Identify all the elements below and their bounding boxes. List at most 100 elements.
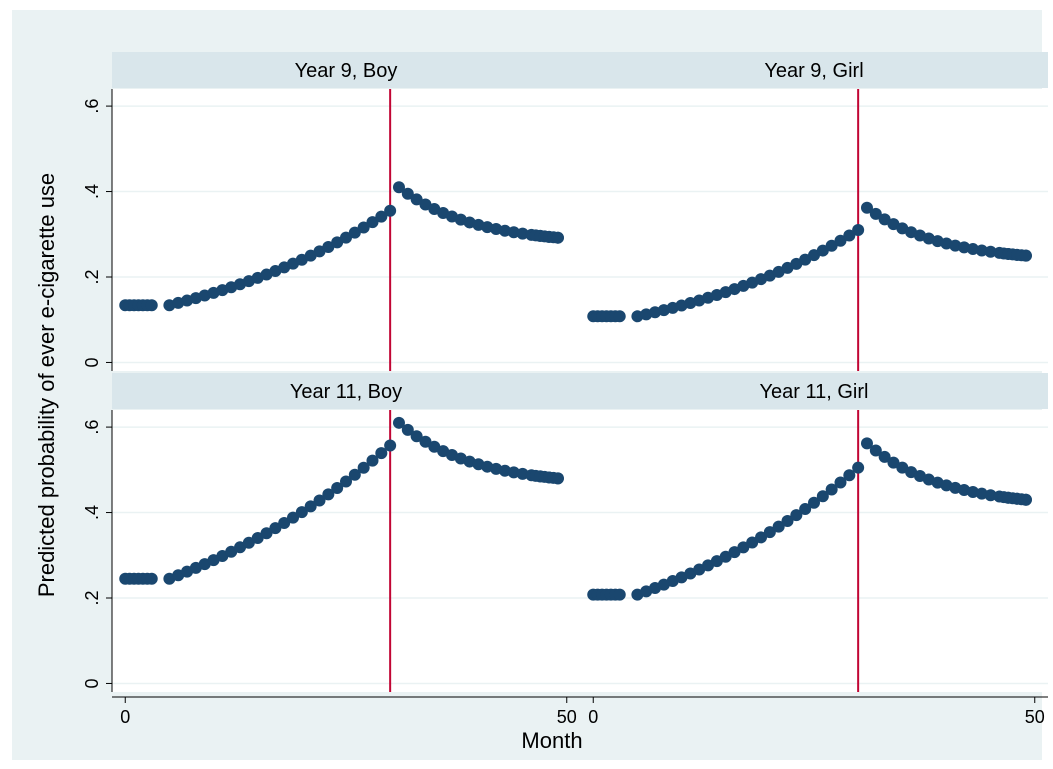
x-tick-label: 50 [557,707,577,727]
data-point [375,210,388,223]
panel-2: Year 9, Girl [580,52,1048,371]
data-point [710,555,723,568]
data-point [843,229,856,242]
data-point [551,231,564,244]
panel-title: Year 11, Girl [760,381,869,403]
panel-title: Year 11, Boy [290,381,402,403]
data-point [322,240,335,253]
data-point [304,500,317,513]
data-point [808,496,820,509]
data-point [340,475,352,488]
data-point [410,193,423,206]
data-point [852,461,865,474]
y-tick-label: .6 [82,99,102,114]
panel-title: Year 9, Boy [295,60,398,82]
data-point [551,472,564,485]
data-point [746,536,759,549]
x-tick-label: 0 [120,707,130,727]
y-axis-label: Predicted probability of ever e-cigarett… [34,173,59,597]
data-point [984,245,997,258]
data-point [878,450,891,463]
data-point [251,532,264,545]
data-point [728,546,741,559]
data-point [313,494,326,507]
data-point [348,226,361,239]
data-point [755,531,768,544]
data-point [401,423,414,436]
y-tick-label: 0 [82,678,102,688]
data-point [852,224,865,236]
data-point [887,456,900,469]
plot-area [112,410,580,692]
data-point [763,526,776,539]
data-point [366,216,379,229]
x-tick-label: 0 [588,707,598,727]
y-tick-label: 0 [82,357,102,367]
data-point [781,515,794,528]
panel-4: Year 11, Girl 0 50 [580,373,1048,727]
data-point [234,541,247,554]
data-point [984,489,997,502]
data-point [331,236,344,249]
data-point [896,461,909,474]
x-axis-label: Month [521,728,582,753]
panel-strip [112,52,580,88]
data-point [719,550,732,563]
data-point [816,490,829,503]
data-point [825,239,838,252]
data-point [498,224,511,237]
data-point [384,439,397,452]
data-point [366,454,379,467]
data-point [516,467,529,480]
data-point [799,253,812,266]
data-point [808,249,820,262]
data-point [1019,249,1032,262]
data-point [260,527,273,540]
panel-strip [112,373,580,409]
y-tick-label: .4 [82,184,102,199]
data-point [869,444,882,457]
data-point [1019,493,1032,506]
plot-area [580,89,1048,371]
data-point [878,213,891,226]
data-point [816,244,829,257]
data-point [799,503,812,516]
data-point [975,487,988,500]
data-point [392,181,405,194]
data-point [357,221,370,234]
data-point [401,187,414,200]
y-tick-label: .2 [82,590,102,605]
data-point [322,488,335,501]
panel-title: Year 9, Girl [764,60,863,82]
data-point [516,227,529,240]
data-point [419,435,432,448]
data-point [825,483,838,496]
data-point [331,482,344,495]
data-point [860,201,873,214]
data-point [145,572,158,585]
data-point [340,231,352,244]
panel-1: Year 9, Boy 0 .2 .4 .6 [82,52,580,371]
data-point [613,310,626,323]
data-point [269,522,282,535]
plot-area [580,410,1048,692]
data-point [975,244,988,257]
data-point [348,468,361,481]
data-point [392,416,405,429]
y-tick-label: .6 [82,420,102,435]
data-point [287,511,300,524]
panels: Year 9, Boy 0 .2 .4 .6 Year 9, Girl Year 11, B… [82,52,1048,727]
data-point [419,198,432,211]
data-point [242,536,255,549]
data-point [357,461,370,474]
data-point [737,541,750,554]
panel-strip [580,373,1048,409]
data-point [834,476,847,489]
data-point [507,226,520,239]
data-point [834,234,847,247]
data-point [613,588,626,601]
data-point [966,243,979,256]
panel-3: Year 11, Boy 0 .2 .4 .6 0 50 [82,373,580,727]
x-tick-label: 50 [1025,707,1045,727]
